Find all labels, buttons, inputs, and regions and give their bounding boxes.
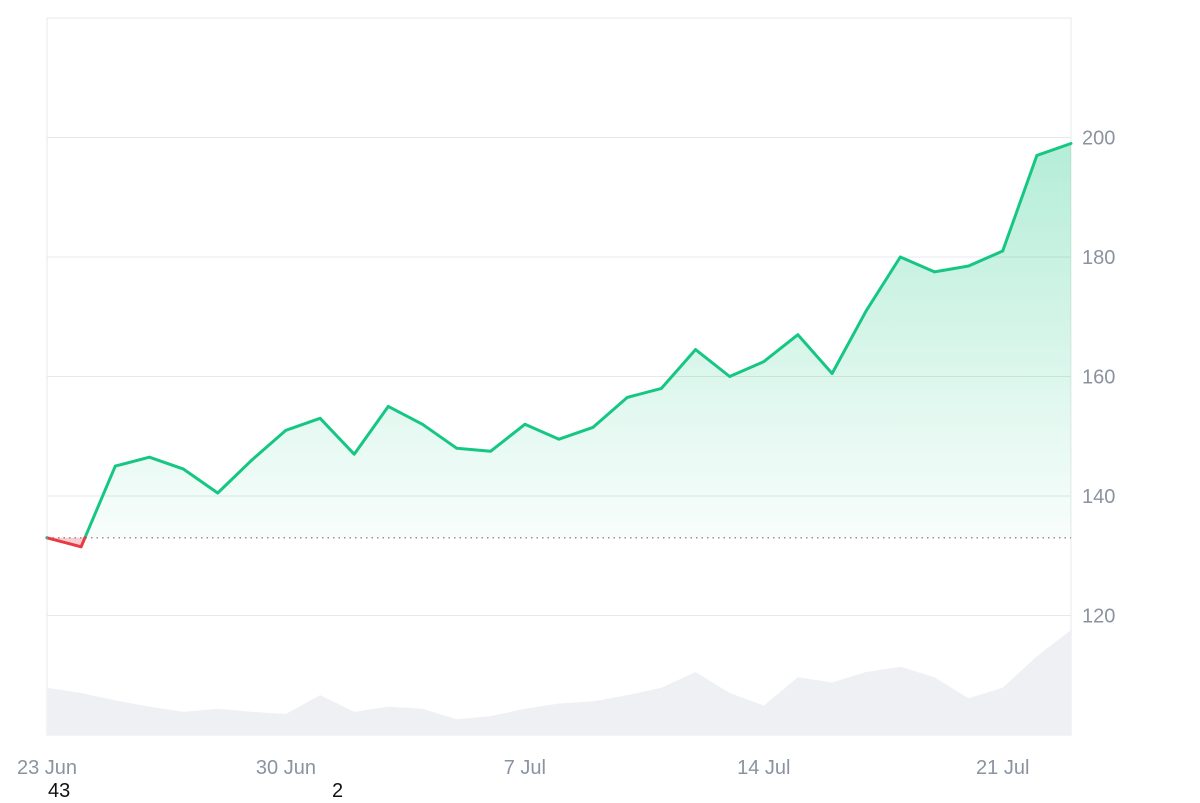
price-point-18 [660,387,663,390]
price-point-26 [933,270,936,274]
price-line-down [45,536,87,549]
price-point-7 [284,429,288,432]
price-point-3 [148,456,151,459]
price-point-15 [557,438,561,441]
price-point-28 [1001,249,1004,253]
stray-label-2: 2 [332,780,344,802]
price-point-20 [728,375,731,378]
price-point-27 [967,264,970,268]
price-point-8 [318,417,322,420]
price-point-17 [626,396,629,399]
y-tick-label-160: 160 [1082,367,1115,389]
price-point-22 [796,333,800,336]
y-tick-label-140: 140 [1082,486,1115,508]
price-point-12 [455,447,458,450]
price-point-0 [45,536,49,539]
price-point-14 [523,423,527,426]
price-point-21 [762,360,765,363]
price-point-6 [250,458,253,462]
price-point-9 [353,453,356,456]
x-tick-label-3: 14 Jul [737,757,790,779]
price-point-29 [1035,154,1039,157]
y-tick-label-180: 180 [1082,247,1115,269]
y-tick-label-120: 120 [1082,606,1115,628]
volume-area [47,630,1071,735]
price-point-25 [899,255,902,259]
price-point-10 [387,405,390,408]
price-point-13 [489,450,492,453]
price-point-11 [421,423,424,426]
x-tick-label-0: 23 Jun [17,757,77,779]
x-tick-label-1: 30 Jun [256,757,316,779]
price-point-1 [79,545,83,548]
price-point-4 [182,467,185,471]
y-tick-label-200: 200 [1082,128,1115,150]
up-area-fill [47,143,1071,538]
price-point-16 [591,426,595,429]
x-tick-label-2: 7 Jul [504,757,546,779]
price-point-30 [1069,142,1073,145]
price-point-5 [216,491,219,495]
x-tick-label-4: 21 Jul [976,757,1029,779]
price-point-24 [865,309,868,312]
price-point-19 [694,348,697,351]
stray-label-43: 43 [48,780,71,802]
price-point-23 [830,372,834,375]
price-point-2 [114,464,117,468]
